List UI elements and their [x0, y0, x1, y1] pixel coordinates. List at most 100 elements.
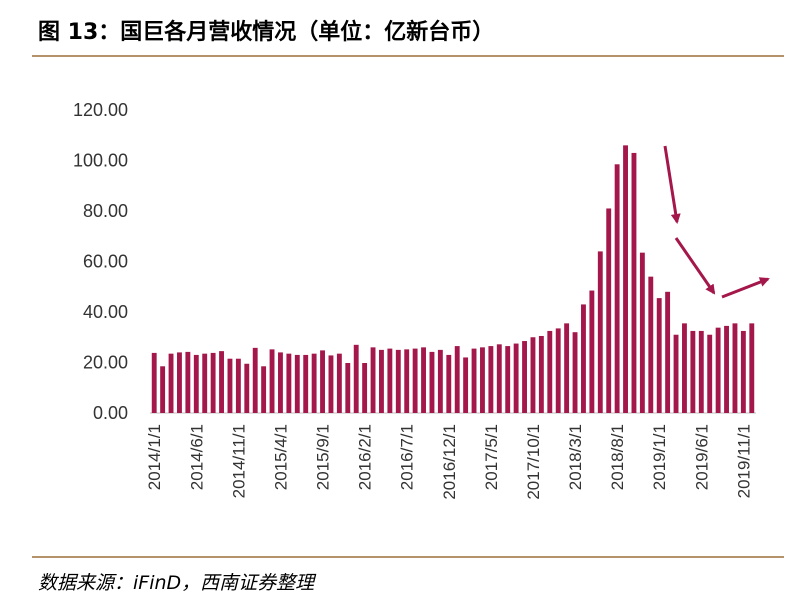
- bar-2016/9/1: [421, 347, 426, 413]
- bar-2019/1/1: [656, 298, 662, 413]
- x-tick-label: 2017/10/1: [524, 424, 543, 500]
- bar-2015/8/1: [311, 353, 317, 413]
- y-tick-label: 100.00: [73, 151, 128, 171]
- top-rule: [32, 55, 784, 57]
- x-tick-label: 2018/8/1: [608, 424, 627, 490]
- bar-2017/2/1: [463, 357, 469, 413]
- trend-arrow-down-2: [674, 237, 716, 295]
- bar-2018/3/1: [572, 332, 578, 413]
- y-tick-label: 80.00: [83, 201, 128, 221]
- chart-title: 图 13：国巨各月营收情况（单位：亿新台币）: [38, 20, 495, 45]
- x-tick-label: 2016/2/1: [356, 424, 375, 490]
- trend-arrow-down-1: [663, 145, 681, 224]
- bar-2019/8/1: [715, 327, 721, 413]
- bar-2016/11/1: [437, 349, 443, 414]
- bar-2017/7/1: [505, 346, 511, 413]
- trend-arrows: [663, 145, 770, 299]
- bar-2017/12/1: [547, 330, 553, 413]
- bar-2017/11/1: [538, 335, 544, 413]
- bar-2018/10/1: [631, 152, 637, 413]
- bar-2017/8/1: [513, 343, 519, 413]
- bar-2015/6/1: [294, 354, 300, 413]
- bar-2016/2/1: [362, 363, 368, 413]
- bar-2016/6/1: [395, 349, 401, 414]
- y-tick-label: 60.00: [83, 252, 128, 272]
- bar-2018/9/1: [623, 145, 628, 413]
- bar-2017/6/1: [496, 344, 502, 413]
- bar-2015/7/1: [303, 354, 309, 413]
- bar-2016/12/1: [446, 354, 452, 413]
- y-axis: 0.00 20.00 40.00 60.00 80.00 100.00 120.00: [73, 100, 128, 423]
- bar-2015/5/1: [286, 353, 292, 413]
- bar-2018/7/1: [606, 208, 612, 413]
- bar-2019/12/1: [749, 323, 755, 413]
- bar-2018/1/1: [555, 328, 561, 413]
- bar-2016/3/1: [370, 347, 376, 413]
- bar-2016/1/1: [353, 344, 359, 413]
- data-source: 数据来源：iFinD，西南证券整理: [38, 572, 315, 594]
- bar-2019/9/1: [724, 325, 729, 413]
- bar-2018/2/1: [564, 323, 570, 413]
- bar-2019/10/1: [732, 323, 738, 413]
- bar-2014/8/1: [210, 352, 216, 413]
- bar-2015/1/1: [252, 347, 258, 413]
- bars: [151, 145, 755, 414]
- x-tick-label: 2019/1/1: [650, 424, 669, 490]
- bar-2014/12/1: [244, 363, 250, 413]
- bar-2014/3/1: [168, 353, 174, 413]
- bar-2019/6/1: [698, 330, 704, 413]
- bar-2015/4/1: [278, 352, 283, 413]
- bar-2014/9/1: [219, 351, 224, 413]
- bar-2014/7/1: [202, 353, 208, 413]
- bar-2014/5/1: [185, 351, 191, 413]
- bar-2018/5/1: [589, 290, 595, 413]
- bar-2014/4/1: [177, 352, 182, 413]
- y-tick-label: 120.00: [73, 100, 128, 120]
- bar-2014/1/1: [151, 352, 157, 413]
- y-tick-label: 40.00: [83, 302, 128, 322]
- bar-2016/5/1: [387, 348, 393, 413]
- bar-2015/11/1: [336, 353, 342, 413]
- x-tick-label: 2015/4/1: [271, 424, 290, 490]
- bar-2018/8/1: [614, 164, 620, 413]
- x-tick-label: 2014/6/1: [187, 424, 206, 490]
- x-tick-label: 2018/3/1: [566, 424, 585, 490]
- bar-2017/4/1: [480, 347, 485, 413]
- x-tick-label: 2016/12/1: [440, 424, 459, 500]
- bar-2017/10/1: [530, 337, 536, 413]
- bottom-rule: [32, 556, 784, 558]
- bar-2014/10/1: [227, 358, 233, 413]
- bar-2017/9/1: [522, 341, 527, 413]
- x-tick-label: 2014/1/1: [145, 424, 164, 490]
- bar-2017/3/1: [471, 348, 477, 413]
- x-tick-label: 2017/5/1: [482, 424, 501, 490]
- bar-2019/5/1: [690, 330, 696, 413]
- x-tick-label: 2019/11/1: [734, 424, 753, 498]
- x-tick-label: 2015/9/1: [314, 424, 333, 490]
- bar-2014/11/1: [235, 358, 241, 413]
- bar-2019/4/1: [682, 323, 687, 413]
- bar-2019/2/1: [665, 291, 671, 413]
- bar-2014/6/1: [193, 354, 199, 413]
- bar-2019/11/1: [740, 330, 746, 413]
- bar-2015/2/1: [261, 366, 267, 413]
- bar-2015/10/1: [328, 355, 334, 413]
- y-tick-label: 20.00: [83, 353, 128, 373]
- bar-2014/2/1: [160, 366, 166, 413]
- bar-2016/4/1: [379, 349, 384, 414]
- x-tick-label: 2016/7/1: [398, 424, 417, 490]
- bar-2018/11/1: [639, 252, 645, 413]
- bar-2017/1/1: [454, 346, 460, 413]
- bar-2018/6/1: [597, 251, 603, 413]
- bar-2018/12/1: [648, 276, 654, 413]
- x-axis: 2014/1/1 2014/6/1 2014/11/1 2015/4/1 2015/9/…: [145, 424, 753, 500]
- x-tick-label: 2014/11/1: [229, 424, 248, 498]
- bar-2016/7/1: [404, 349, 410, 413]
- bar-2018/4/1: [581, 304, 586, 413]
- bar-2016/8/1: [412, 348, 418, 413]
- bar-2015/12/1: [345, 363, 351, 413]
- bar-2015/3/1: [269, 349, 275, 413]
- bar-2017/5/1: [488, 346, 494, 413]
- y-tick-label: 0.00: [93, 403, 128, 423]
